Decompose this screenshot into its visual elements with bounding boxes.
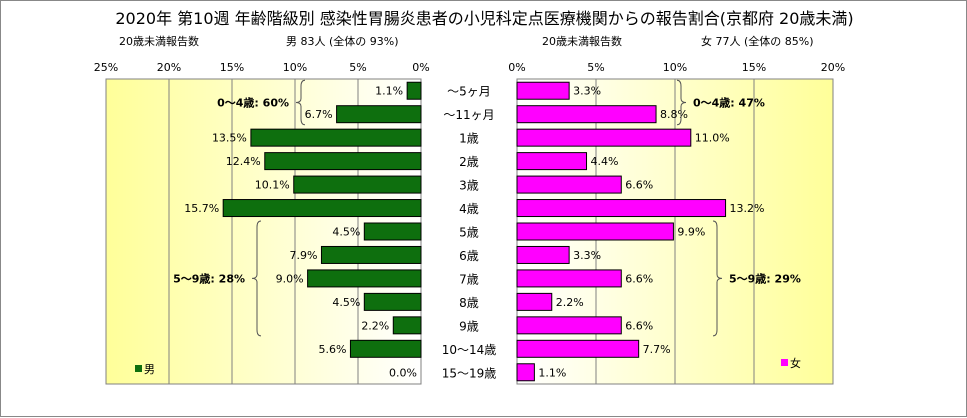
female-tick-label: 0%: [508, 61, 525, 74]
male-tick-label: 15%: [220, 61, 244, 74]
male-value-label: 15.7%: [184, 202, 219, 215]
male-tick-label: 10%: [283, 61, 307, 74]
category-label: 8歳: [459, 296, 479, 310]
female-legend-swatch: [781, 359, 788, 366]
female-subtitle-right: 女 77人 (全体の 85%): [701, 34, 814, 48]
category-label: 5歳: [459, 226, 479, 240]
male-bar: [363, 292, 422, 311]
male-bar: [264, 152, 422, 171]
female-value-label: 7.7%: [643, 343, 671, 356]
category-label: 7歳: [459, 272, 479, 286]
female-bar: [516, 105, 657, 124]
male-value-label: 7.9%: [290, 249, 318, 262]
category-label: 2歳: [459, 155, 479, 169]
category-label: ～5ヶ月: [447, 85, 491, 99]
female-bar: [516, 269, 622, 288]
male-age-group-bracket: [251, 220, 262, 337]
male-bar: [336, 105, 422, 124]
female-value-label: 2.2%: [556, 296, 584, 309]
female-value-label: 13.2%: [730, 202, 765, 215]
male-age-group-bracket: [295, 79, 306, 126]
male-subtitle-left: 20歳未満報告数: [119, 35, 199, 48]
male-bar: [392, 316, 422, 335]
female-bar: [516, 339, 640, 358]
male-bar: [293, 175, 422, 194]
female-value-label: 3.3%: [573, 249, 601, 262]
female-age-group-annotation: 0～4歳: 47%: [693, 95, 765, 109]
male-bar: [363, 222, 422, 241]
female-bar: [516, 152, 588, 171]
male-legend-label: 男: [144, 363, 155, 376]
female-subtitle-left: 20歳未満報告数: [542, 35, 622, 48]
female-value-label: 6.6%: [625, 179, 653, 192]
female-age-group-bracket: [712, 220, 723, 337]
female-value-label: 1.1%: [538, 366, 566, 379]
male-bar: [320, 245, 422, 264]
male-subtitle-right: 男 83人 (全体の 93%): [286, 34, 399, 48]
male-value-label: 6.7%: [305, 108, 333, 121]
category-label: 1歳: [459, 132, 479, 146]
female-tick-label: 20%: [821, 61, 845, 74]
male-value-label: 4.5%: [332, 296, 360, 309]
male-value-label: 13.5%: [212, 132, 247, 145]
male-value-label: 1.1%: [375, 85, 403, 98]
female-tick-label: 10%: [663, 61, 687, 74]
male-tick-label: 0%: [412, 61, 429, 74]
female-value-label: 6.6%: [625, 272, 653, 285]
male-value-label: 4.5%: [332, 226, 360, 239]
female-value-label: 11.0%: [695, 132, 730, 145]
female-bar: [516, 292, 553, 311]
female-value-label: 8.8%: [660, 108, 688, 121]
male-legend-swatch: [135, 365, 142, 372]
female-value-label: 4.4%: [591, 155, 619, 168]
female-age-group-bracket: [676, 79, 687, 126]
female-bar: [516, 316, 622, 335]
male-tick-label: 5%: [349, 61, 366, 74]
female-value-label: 6.6%: [625, 319, 653, 332]
category-label: 15～19歳: [442, 366, 497, 380]
male-value-label: 9.0%: [276, 272, 304, 285]
male-value-label: 5.6%: [318, 343, 346, 356]
female-bar: [516, 199, 727, 218]
female-age-group-annotation: 5～9歳: 29%: [729, 271, 801, 285]
male-bar: [222, 199, 422, 218]
female-value-label: 9.9%: [677, 226, 705, 239]
category-label: 9歳: [459, 319, 479, 333]
female-bar: [516, 175, 622, 194]
female-value-label: 3.3%: [573, 85, 601, 98]
category-label: ～11ヶ月: [443, 108, 494, 122]
female-bar: [516, 245, 570, 264]
female-tick-label: 15%: [742, 61, 766, 74]
male-value-label: 0.0%: [389, 366, 417, 379]
chart-title: 2020年 第10週 年齢階級別 感染性胃腸炎患者の小児科定点医療機関からの報告…: [115, 9, 854, 28]
male-bar: [406, 81, 422, 100]
male-bar: [250, 128, 422, 147]
male-value-label: 2.2%: [361, 319, 389, 332]
female-tick-label: 5%: [587, 61, 604, 74]
male-bar: [349, 339, 422, 358]
male-value-label: 10.1%: [255, 179, 290, 192]
female-bar: [516, 81, 570, 100]
female-bar: [516, 363, 535, 382]
male-tick-label: 25%: [94, 61, 118, 74]
female-legend-label: 女: [790, 356, 801, 370]
male-age-group-annotation: 0～4歳: 60%: [217, 95, 289, 109]
male-value-label: 12.4%: [226, 155, 261, 168]
female-bar: [516, 222, 674, 241]
male-tick-label: 20%: [157, 61, 181, 74]
male-age-group-annotation: 5～9歳: 28%: [173, 271, 245, 285]
male-bar: [307, 269, 422, 288]
category-label: 3歳: [459, 179, 479, 193]
category-label: 6歳: [459, 249, 479, 263]
category-label: 4歳: [459, 202, 479, 216]
female-bar: [516, 128, 692, 147]
category-label: 10～14歳: [442, 343, 497, 357]
